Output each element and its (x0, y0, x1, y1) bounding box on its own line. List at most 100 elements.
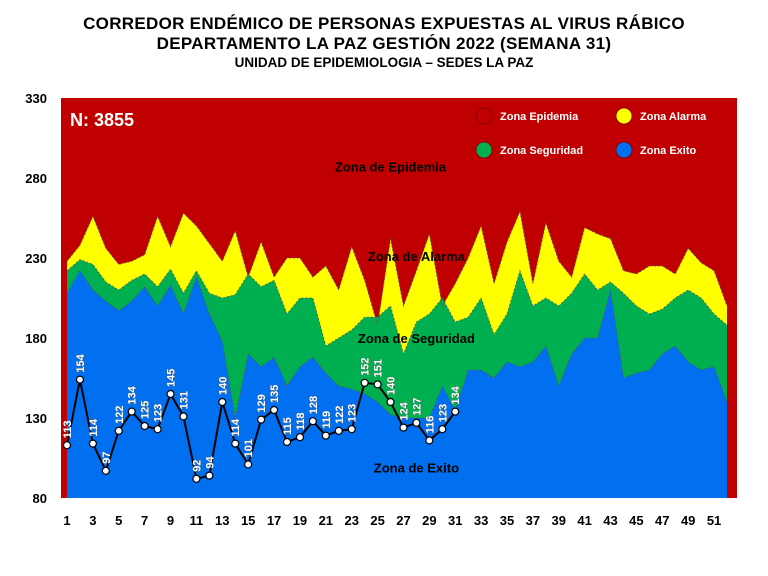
observed-point (244, 460, 253, 469)
observed-point (399, 423, 408, 432)
observed-data-label: 140 (386, 377, 398, 395)
observed-data-label: 114 (230, 418, 242, 437)
observed-data-label: 127 (411, 397, 423, 415)
observed-point (269, 405, 279, 415)
observed-point (412, 418, 421, 427)
observed-data-label: 135 (269, 385, 281, 403)
chart-subtitle: DEPARTAMENTO LA PAZ GESTIÓN 2022 (SEMANA… (156, 34, 612, 53)
x-tick-label: 49 (681, 513, 695, 528)
zone-label-epidemia: Zona de Epidemia (335, 160, 447, 175)
x-tick-label: 39 (552, 513, 566, 528)
observed-point (438, 425, 447, 434)
x-tick-label: 23 (344, 513, 358, 528)
observed-data-label: 134 (450, 385, 462, 404)
y-tick-label: 180 (25, 331, 47, 346)
legend-label-epidemia: Zona Epidemia (500, 111, 579, 123)
x-tick-label: 3 (89, 513, 96, 528)
x-tick-label: 43 (603, 513, 617, 528)
observed-data-label: 124 (398, 401, 410, 420)
observed-data-label: 123 (153, 404, 165, 422)
legend-label-seguridad: Zona Seguridad (500, 145, 583, 157)
observed-data-label: 122 (334, 405, 346, 423)
legend-marker-seguridad (475, 141, 493, 159)
x-tick-label: 1 (63, 513, 70, 528)
x-tick-label: 17 (267, 513, 281, 528)
legend-marker-epidemia (475, 107, 493, 125)
x-tick-label: 9 (167, 513, 174, 528)
observed-data-label: 129 (256, 394, 268, 412)
zone-exito-border (66, 270, 728, 419)
observed-data-label: 151 (373, 359, 385, 377)
observed-point (192, 474, 201, 483)
y-tick-label: 330 (25, 91, 47, 106)
observed-point (114, 426, 123, 435)
y-tick-label: 80 (33, 491, 47, 506)
observed-data-label: 101 (243, 439, 255, 457)
y-tick-label: 130 (25, 411, 47, 426)
legend: Zona Epidemia Zona Alarma Zona Seguridad Zo… (475, 107, 707, 159)
observed-point (321, 431, 330, 440)
observed-point (166, 389, 175, 399)
observed-point (153, 425, 162, 434)
observed-point (179, 412, 188, 421)
x-tick-label: 31 (448, 513, 462, 528)
x-tick-label: 5 (115, 513, 122, 528)
observed-data-label: 131 (178, 391, 190, 409)
y-tick-label: 280 (25, 171, 47, 186)
observed-point (425, 436, 434, 445)
observed-data-label: 113 (62, 420, 74, 438)
x-tick-label: 21 (319, 513, 333, 528)
legend-marker-exito (615, 141, 633, 159)
x-tick-label: 13 (215, 513, 229, 528)
zone-label-seguridad: Zona de Seguridad (358, 331, 475, 346)
x-tick-label: 29 (422, 513, 436, 528)
observed-point (101, 466, 110, 475)
observed-data-label: 92 (191, 460, 203, 472)
legend-label-alarma: Zona Alarma (640, 111, 707, 123)
total-count-label: N: 3855 (70, 110, 134, 130)
observed-point (205, 471, 214, 480)
observed-point (282, 437, 292, 447)
observed-data-label: 97 (101, 452, 113, 464)
observed-data-label: 114 (88, 418, 100, 437)
observed-data-label: 123 (437, 404, 449, 422)
observed-point (360, 378, 369, 387)
x-tick-label: 27 (396, 513, 410, 528)
x-tick-label: 47 (655, 513, 669, 528)
observed-point (127, 407, 136, 416)
observed-point (231, 439, 240, 448)
observed-data-label: 119 (321, 411, 333, 429)
total-count-box: N: 3855 (70, 110, 134, 130)
x-tick-label: 19 (293, 513, 307, 528)
chart-source: UNIDAD DE EPIDEMIOLOGIA – SEDES LA PAZ (234, 55, 534, 70)
observed-point (334, 426, 343, 435)
chart-title: CORREDOR ENDÉMICO DE PERSONAS EXPUESTAS … (83, 14, 685, 33)
observed-point (88, 439, 97, 448)
observed-data-label: 128 (308, 396, 320, 414)
x-tick-label: 35 (500, 513, 514, 528)
observed-data-label: 145 (166, 369, 178, 387)
x-tick-label: 45 (629, 513, 643, 528)
observed-data-label: 116 (424, 416, 436, 434)
observed-point (140, 421, 149, 431)
zone-label-exito: Zona de Exito (374, 460, 459, 475)
observed-data-label: 123 (347, 404, 359, 422)
observed-data-label: 152 (360, 357, 372, 375)
x-tick-label: 33 (474, 513, 488, 528)
observed-data-label: 134 (127, 385, 139, 404)
observed-data-label: 154 (75, 353, 87, 372)
zone-labels: Zona de Epidemia Zona de Alarma Zona de Se… (335, 160, 475, 476)
zone-alarma-border (66, 210, 728, 326)
x-tick-label: 15 (241, 513, 255, 528)
observed-point (386, 397, 395, 407)
observed-point (451, 407, 460, 416)
zone-seguridad-border (66, 259, 728, 356)
x-tick-label: 37 (526, 513, 540, 528)
observed-data-label: 118 (295, 412, 307, 430)
observed-data-label: 115 (282, 417, 294, 435)
y-tick-label: 230 (25, 251, 47, 266)
legend-marker-alarma (615, 107, 633, 125)
